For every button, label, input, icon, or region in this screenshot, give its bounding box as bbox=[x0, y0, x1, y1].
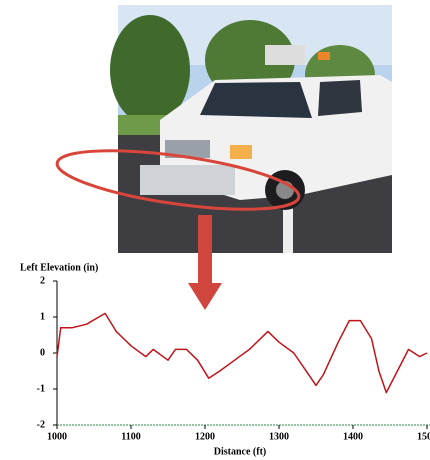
y-tick-label: 1 bbox=[40, 311, 45, 322]
x-tick-label: 1400 bbox=[343, 431, 363, 442]
x-tick-label: 1300 bbox=[269, 431, 289, 442]
y-tick-label: 0 bbox=[40, 347, 45, 358]
x-tick-label: 1200 bbox=[195, 431, 215, 442]
x-tick-label: 1000 bbox=[47, 431, 67, 442]
x-tick-label: 1500 bbox=[417, 431, 430, 442]
x-tick-label: 1100 bbox=[121, 431, 140, 442]
y-tick-label: -2 bbox=[37, 419, 45, 430]
y-tick-label: -1 bbox=[37, 383, 45, 394]
y-tick-label: 2 bbox=[40, 275, 45, 286]
figure: Left Elevation (in) Distance (ft) -2 -1 0 1… bbox=[0, 0, 430, 460]
y-axis-label: Left Elevation (in) bbox=[20, 262, 98, 273]
x-axis-label: Distance (ft) bbox=[214, 446, 266, 457]
data-line bbox=[57, 313, 427, 392]
van-photo bbox=[110, 5, 392, 253]
